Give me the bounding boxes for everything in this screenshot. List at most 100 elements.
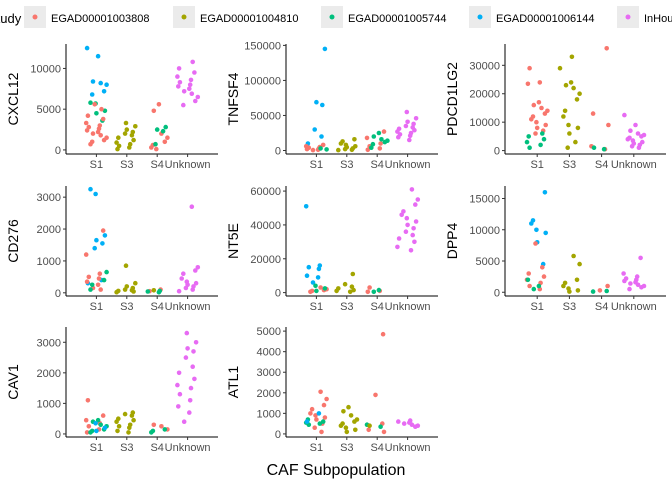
- data-point: [376, 130, 382, 136]
- data-point: [635, 282, 641, 288]
- data-point: [304, 419, 310, 424]
- data-point: [151, 288, 157, 293]
- data-point: [537, 80, 543, 85]
- data-point: [154, 146, 159, 152]
- data-point: [526, 134, 531, 139]
- data-point: [95, 417, 101, 423]
- data-point: [181, 89, 187, 94]
- data-point: [373, 392, 378, 398]
- data-point: [183, 355, 189, 360]
- data-point: [543, 122, 548, 128]
- panel-nt5e: 0 20000 40000 60000 S1 S3 S4 Unknown NT5E: [225, 186, 438, 313]
- y-tick-label: 2000: [37, 368, 61, 380]
- data-point: [314, 99, 319, 105]
- data-point: [98, 80, 103, 86]
- data-point: [378, 424, 383, 430]
- data-point: [605, 283, 610, 289]
- data-point: [86, 424, 92, 429]
- data-point: [159, 424, 164, 429]
- data-point: [123, 263, 129, 269]
- data-point: [563, 82, 569, 88]
- data-point: [378, 141, 383, 146]
- data-point: [176, 66, 182, 71]
- data-point: [162, 427, 168, 432]
- data-point: [190, 287, 195, 292]
- data-point: [639, 134, 644, 139]
- data-point: [153, 141, 158, 147]
- data-point: [176, 370, 182, 376]
- legend: Study EGAD00001003808 EGAD00001004810 EGAD…: [0, 6, 672, 28]
- data-point: [187, 86, 192, 92]
- legend-label: InHouse: [644, 13, 672, 25]
- data-point: [322, 286, 328, 291]
- y-tick-label: 1000: [257, 408, 281, 420]
- data-point: [527, 65, 532, 71]
- data-point: [534, 119, 539, 125]
- legend-key-dot: [477, 14, 483, 20]
- y-tick-label: 0: [494, 287, 500, 299]
- data-point: [334, 288, 339, 294]
- y-tick-label: 15000: [469, 194, 500, 206]
- x-tick-label: Unknown: [385, 159, 431, 171]
- data-point: [151, 108, 157, 114]
- x-tick-label: S1: [90, 301, 103, 313]
- data-point: [353, 427, 358, 433]
- x-tick-label: S4: [150, 159, 163, 171]
- x-tick-label: S3: [120, 442, 133, 454]
- data-point: [86, 274, 92, 280]
- data-point: [346, 404, 351, 410]
- data-point: [84, 128, 90, 133]
- data-point: [122, 287, 128, 292]
- y-axis-label: ATL1: [225, 366, 241, 399]
- data-point: [116, 135, 121, 140]
- data-point: [366, 427, 372, 433]
- data-point: [601, 146, 607, 152]
- x-tick-label: S3: [340, 159, 353, 171]
- data-point: [627, 286, 632, 292]
- legend-key-dot: [329, 14, 335, 20]
- data-point: [410, 232, 416, 238]
- data-point: [561, 114, 566, 119]
- data-point: [604, 46, 609, 51]
- data-point: [396, 419, 401, 424]
- y-tick-label: 0: [494, 146, 500, 158]
- y-tick-label: 5000: [476, 256, 500, 268]
- data-point: [129, 133, 135, 138]
- data-point: [101, 89, 107, 94]
- data-point: [193, 98, 198, 104]
- data-point: [187, 410, 192, 415]
- data-point: [577, 261, 582, 267]
- data-point: [531, 102, 537, 108]
- data-point: [145, 289, 151, 294]
- data-point: [343, 425, 349, 431]
- data-point: [591, 145, 597, 150]
- data-point: [403, 123, 409, 129]
- data-point: [99, 106, 104, 112]
- data-point: [352, 419, 357, 424]
- data-point: [188, 385, 194, 391]
- data-point: [365, 289, 371, 295]
- data-point: [367, 285, 372, 290]
- panel-cxcl12: 0 5000 10000 S1 S3 S4 Unknown CXCL12: [5, 44, 218, 171]
- data-point: [336, 147, 341, 153]
- x-tick-label: S1: [530, 301, 543, 313]
- legend-title: Study: [0, 11, 22, 26]
- data-point: [319, 134, 324, 139]
- y-axis-label: NT5E: [225, 223, 241, 259]
- data-point: [133, 124, 138, 129]
- data-point: [628, 128, 633, 133]
- data-point: [127, 145, 132, 150]
- data-point: [96, 276, 102, 281]
- data-point: [156, 102, 162, 107]
- data-point: [352, 137, 357, 142]
- data-point: [338, 141, 344, 146]
- data-point: [129, 413, 135, 418]
- data-point: [380, 331, 386, 337]
- data-point: [88, 186, 93, 192]
- data-point: [151, 422, 157, 428]
- data-point: [639, 285, 644, 290]
- data-point: [163, 124, 168, 130]
- y-tick-label: 10000: [30, 63, 61, 75]
- data-point: [124, 127, 130, 132]
